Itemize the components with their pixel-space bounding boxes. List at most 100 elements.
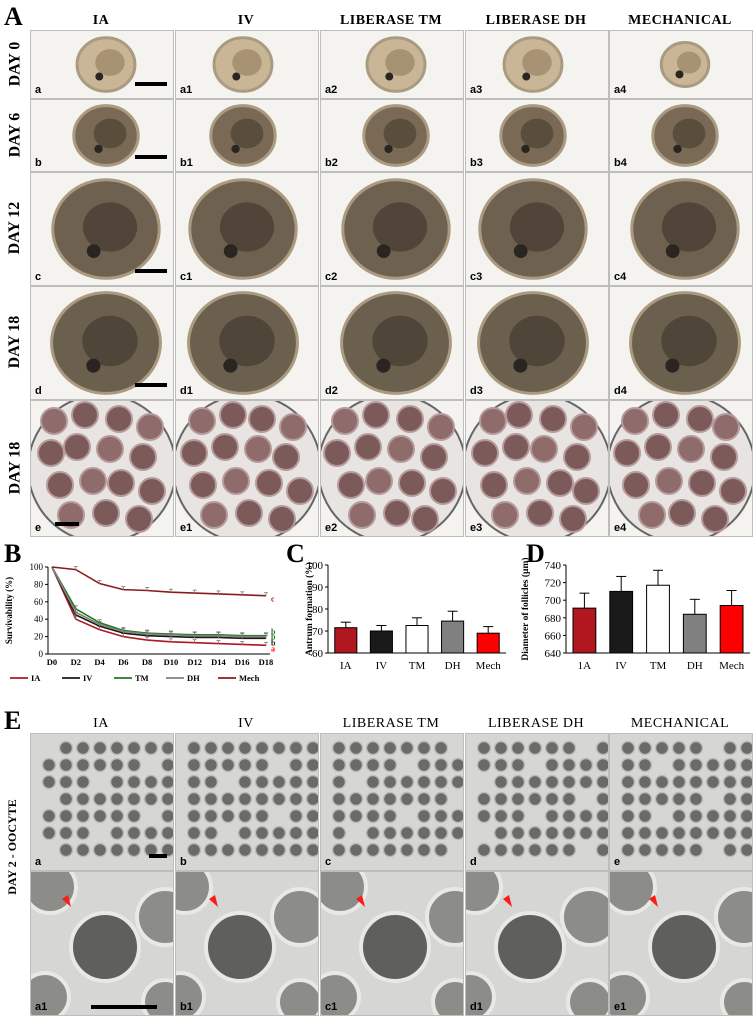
oocyte-dot bbox=[522, 72, 531, 81]
micrograph-b4: b4 bbox=[609, 99, 753, 172]
red-arrow-marker bbox=[356, 895, 365, 907]
follicle-in-well bbox=[107, 469, 135, 497]
follicle-in-well bbox=[37, 439, 65, 467]
x-tick-label: TM bbox=[650, 660, 667, 672]
follicle-in-well bbox=[200, 501, 228, 529]
micrograph-image bbox=[499, 104, 567, 167]
micrograph-a2: a2 bbox=[320, 30, 464, 99]
oocyte-cell bbox=[31, 872, 78, 915]
follicle-in-well bbox=[354, 433, 382, 461]
oocyte-cell bbox=[527, 791, 543, 807]
bar-iv bbox=[609, 590, 634, 654]
oocyte-cell bbox=[722, 757, 738, 773]
oocyte-cell bbox=[58, 808, 74, 824]
oocyte-cell bbox=[92, 740, 108, 756]
follicle-core bbox=[509, 315, 565, 367]
oocyte-cell bbox=[688, 757, 704, 773]
oocyte-cell bbox=[203, 842, 219, 858]
follicle-core bbox=[230, 118, 264, 149]
oocyte-cell bbox=[654, 774, 670, 790]
oocyte-image-label: e1 bbox=[614, 1001, 627, 1013]
oocyte-cell bbox=[271, 791, 287, 807]
panel-e-column-header: MECHANICAL bbox=[630, 716, 730, 731]
scale-bar bbox=[55, 522, 79, 526]
micrograph-label: e bbox=[35, 522, 42, 534]
oocyte-cell bbox=[382, 791, 398, 807]
oocyte-cell bbox=[493, 740, 509, 756]
micrograph-label: c1 bbox=[180, 271, 193, 283]
micrograph-image bbox=[651, 104, 719, 167]
y-axis-label: Antrum formation (%) bbox=[304, 562, 315, 656]
follicle-in-well bbox=[502, 433, 530, 461]
oocyte-cell bbox=[75, 791, 91, 807]
oocyte-cell bbox=[722, 808, 738, 824]
oocyte-cell bbox=[561, 774, 577, 790]
micrograph-image bbox=[72, 104, 140, 167]
micrograph-image bbox=[629, 291, 741, 395]
follicle-in-well bbox=[613, 439, 641, 467]
x-tick-label: IV bbox=[615, 660, 627, 672]
y-tick-label: 100 bbox=[307, 560, 324, 572]
oocyte-cell bbox=[92, 791, 108, 807]
panel-b-letter: B bbox=[4, 539, 22, 568]
oocyte-cell bbox=[58, 791, 74, 807]
follicle-in-well bbox=[244, 435, 272, 463]
oocyte-cell bbox=[321, 971, 361, 1015]
bar-ia bbox=[334, 627, 358, 654]
follicle-core bbox=[522, 49, 552, 76]
oocyte-cell bbox=[186, 808, 202, 824]
oocyte-cell bbox=[544, 825, 560, 841]
oocyte-cell bbox=[288, 740, 304, 756]
micrograph-image bbox=[75, 36, 137, 93]
oocyte-cell bbox=[220, 740, 236, 756]
x-tick-label: D4 bbox=[94, 657, 105, 667]
follicle-in-well bbox=[96, 435, 124, 463]
oocyte-cell bbox=[671, 774, 687, 790]
oocyte-dot bbox=[665, 358, 680, 373]
follicle-in-well bbox=[398, 469, 426, 497]
oocyte-image-label: b bbox=[180, 856, 187, 868]
oocyte-cell bbox=[705, 808, 721, 824]
follicle-in-well bbox=[546, 469, 574, 497]
follicle-in-well bbox=[235, 499, 263, 527]
follicle-in-well bbox=[471, 439, 499, 467]
oocyte-cell bbox=[305, 757, 318, 773]
oocyte-cell bbox=[365, 808, 381, 824]
oocyte-cell bbox=[671, 791, 687, 807]
micrograph-b1: b1 bbox=[175, 99, 319, 172]
panel-e-column-header: LIBERASE DH bbox=[487, 716, 585, 731]
oocyte-cell bbox=[254, 791, 270, 807]
oocyte-cell bbox=[31, 971, 71, 1015]
oocyte-cell bbox=[705, 774, 721, 790]
follicle-core bbox=[219, 315, 275, 367]
oocyte-cell bbox=[637, 808, 653, 824]
follicle-in-well bbox=[189, 471, 217, 499]
oocyte-cell bbox=[493, 774, 509, 790]
oocyte-cell bbox=[527, 740, 543, 756]
oocyte-cell bbox=[186, 757, 202, 773]
scale-bar bbox=[135, 269, 167, 273]
micrograph-image bbox=[50, 291, 162, 395]
oocyte-cell bbox=[566, 978, 608, 1015]
oocyte-cell bbox=[493, 825, 509, 841]
follicle-in-well bbox=[348, 501, 376, 529]
oocyte-cell bbox=[510, 842, 526, 858]
legend-label: Mech bbox=[239, 673, 260, 683]
micrograph-label: d bbox=[35, 385, 42, 397]
oocyte-image-b1: b1 bbox=[175, 871, 319, 1016]
oocyte-cell bbox=[176, 971, 206, 1015]
micrograph-label: a4 bbox=[614, 84, 627, 96]
oocyte-cell bbox=[399, 740, 415, 756]
follicle-in-well bbox=[701, 505, 729, 533]
panel-e-letter: E bbox=[4, 706, 22, 735]
follicle-in-well bbox=[652, 401, 680, 429]
oocyte-cell bbox=[476, 808, 492, 824]
oocyte-dot bbox=[521, 144, 530, 154]
oocyte-cell bbox=[203, 808, 219, 824]
x-tick-label: D8 bbox=[142, 657, 152, 667]
oocyte-cell bbox=[431, 978, 463, 1015]
oocyte-cell bbox=[739, 740, 752, 756]
series-line-mech bbox=[51, 566, 267, 597]
y-tick-label: 80 bbox=[312, 604, 324, 616]
follicle-in-well bbox=[211, 433, 239, 461]
